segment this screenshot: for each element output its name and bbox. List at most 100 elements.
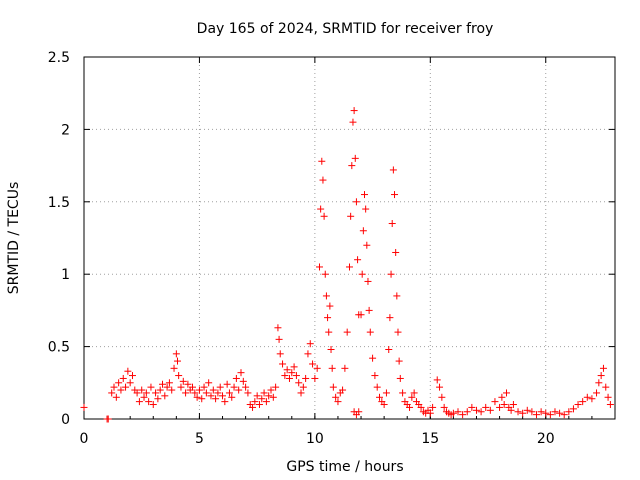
data-point [170, 364, 178, 372]
data-point [135, 398, 143, 406]
data-point [108, 389, 116, 397]
data-point [216, 383, 224, 391]
data-point [509, 401, 517, 409]
data-point [317, 205, 325, 213]
data-point [219, 392, 227, 400]
x-tick-label: 5 [195, 431, 204, 447]
data-point [182, 389, 190, 397]
data-point [209, 386, 217, 394]
data-point [158, 380, 166, 388]
data-point [152, 389, 160, 397]
data-point [347, 212, 355, 220]
data-point [363, 241, 371, 249]
data-point [149, 401, 157, 409]
data-point [161, 392, 169, 400]
data-point [357, 311, 365, 319]
x-tick-label: 15 [421, 431, 439, 447]
data-point [440, 403, 448, 411]
data-point [468, 403, 476, 411]
data-point [147, 383, 155, 391]
data-point [119, 374, 127, 382]
data-point [349, 118, 357, 126]
data-point [262, 398, 270, 406]
data-point [184, 380, 192, 388]
data-point [449, 409, 457, 417]
data-point [249, 403, 257, 411]
data-point [436, 383, 444, 391]
data-point [221, 398, 229, 406]
data-point [324, 314, 332, 322]
data-point [352, 198, 360, 206]
x-tick-label: 20 [537, 431, 555, 447]
data-point [491, 398, 499, 406]
data-point [255, 401, 263, 409]
data-point [341, 364, 349, 372]
data-point [394, 328, 402, 336]
data-point [597, 372, 605, 380]
data-point [519, 409, 527, 417]
data-point [258, 395, 266, 403]
data-point [223, 380, 231, 388]
data-point [533, 411, 541, 419]
data-point [393, 292, 401, 300]
data-point [365, 306, 373, 314]
data-point [417, 403, 425, 411]
data-point [275, 335, 283, 343]
data-point [320, 212, 328, 220]
data-point [482, 403, 490, 411]
data-point [348, 162, 356, 170]
data-point [546, 411, 554, 419]
data-point [463, 408, 471, 416]
data-point [569, 405, 577, 413]
data-point [80, 403, 88, 411]
data-point [565, 408, 573, 416]
data-point [288, 369, 296, 377]
data-point [574, 401, 582, 409]
data-point [346, 263, 353, 271]
data-point [329, 383, 337, 391]
data-point [595, 379, 603, 387]
data-point [145, 398, 153, 406]
data-point [588, 395, 596, 403]
data-point [496, 403, 504, 411]
plot-frame [83, 56, 616, 420]
x-tick-label: 10 [306, 431, 324, 447]
data-point [140, 393, 148, 401]
data-point [172, 350, 180, 358]
data-point [205, 379, 213, 387]
data-point [364, 277, 372, 285]
data-point [191, 389, 199, 397]
data-point [154, 395, 162, 403]
data-point [285, 374, 293, 382]
data-point [389, 166, 397, 174]
data-point [244, 389, 252, 397]
data-point [542, 409, 550, 417]
data-point [315, 263, 323, 271]
data-point [326, 302, 334, 310]
data-point [369, 354, 377, 362]
data-point [500, 401, 508, 409]
data-point [392, 248, 400, 256]
data-point [551, 408, 559, 416]
data-point [366, 328, 374, 336]
data-point [198, 395, 206, 403]
data-point [267, 386, 275, 394]
data-point [373, 383, 381, 391]
data-point [318, 157, 326, 165]
data-point [583, 393, 591, 401]
data-point [133, 389, 141, 397]
data-point [382, 389, 390, 397]
data-point [354, 256, 362, 264]
data-point [376, 393, 384, 401]
data-point [163, 383, 171, 391]
data-point [104, 415, 112, 423]
grid-lines [84, 57, 615, 419]
data-point [459, 411, 467, 419]
data-point [388, 220, 396, 228]
data-point [556, 409, 564, 417]
x-axis-label: GPS time / hours [286, 459, 403, 475]
data-point [599, 364, 607, 372]
data-point [606, 401, 614, 409]
data-point [327, 345, 335, 353]
y-tick-label: 2.5 [48, 50, 70, 66]
